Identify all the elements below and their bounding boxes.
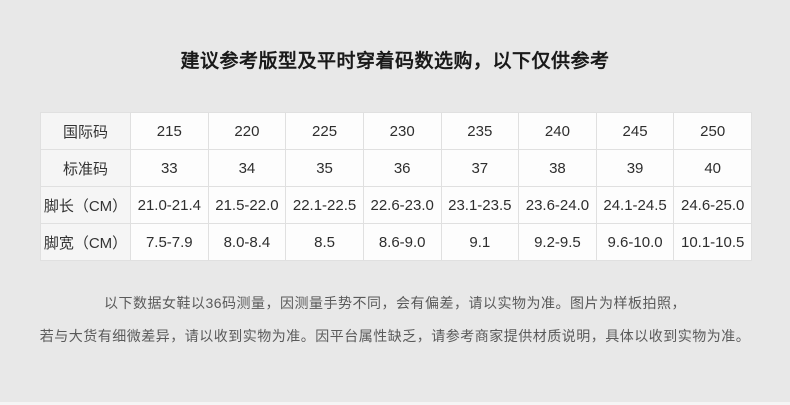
table-cell: 39 bbox=[596, 150, 674, 186]
table-cell: 34 bbox=[208, 150, 286, 186]
table-cell: 24.1-24.5 bbox=[596, 187, 674, 223]
footnote-line-2: 若与大货有细微差异，请以收到实物为准。因平台属性缺乏，请参考商家提供材质说明，具… bbox=[39, 328, 751, 344]
table-cell: 8.0-8.4 bbox=[208, 224, 286, 260]
table-cell: 245 bbox=[596, 113, 674, 149]
table-cell: 21.0-21.4 bbox=[131, 187, 208, 223]
table-cell: 8.6-9.0 bbox=[363, 224, 441, 260]
table-cell: 9.1 bbox=[441, 224, 519, 260]
table-cell: 215 bbox=[131, 113, 208, 149]
footnote-line-1: 以下数据女鞋以36码测量，因测量手势不同，会有偏差，请以实物为准。图片为样板拍照… bbox=[103, 295, 687, 311]
table-cell: 40 bbox=[674, 150, 751, 186]
row-label-foot-length: 脚长（CM） bbox=[41, 187, 130, 223]
row-label-standard-size: 标准码 bbox=[41, 150, 130, 186]
table-cell: 22.1-22.5 bbox=[286, 187, 363, 223]
table-cell: 9.6-10.0 bbox=[596, 224, 674, 260]
table-cell: 38 bbox=[519, 150, 596, 186]
table-cell: 36 bbox=[363, 150, 441, 186]
table-cell: 9.2-9.5 bbox=[519, 224, 596, 260]
table-cell: 23.1-23.5 bbox=[441, 187, 519, 223]
size-chart-table: 国际码 215 220 225 230 235 240 245 250 标准码 … bbox=[40, 112, 752, 261]
table-cell: 250 bbox=[674, 113, 751, 149]
table-cell: 37 bbox=[441, 150, 519, 186]
table-cell: 230 bbox=[363, 113, 441, 149]
table-cell: 23.6-24.0 bbox=[519, 187, 596, 223]
table-cell: 7.5-7.9 bbox=[131, 224, 208, 260]
table-cell: 225 bbox=[286, 113, 363, 149]
page-title: 建议参考版型及平时穿着码数选购，以下仅供参考 bbox=[180, 51, 610, 72]
table-cell: 10.1-10.5 bbox=[674, 224, 751, 260]
table-cell: 24.6-25.0 bbox=[674, 187, 751, 223]
bottom-divider bbox=[0, 402, 790, 405]
table-cell: 8.5 bbox=[286, 224, 363, 260]
row-label-foot-width: 脚宽（CM） bbox=[41, 224, 130, 260]
table-cell: 240 bbox=[519, 113, 596, 149]
table-cell: 220 bbox=[208, 113, 286, 149]
table-cell: 235 bbox=[441, 113, 519, 149]
disclaimer-footnote: 以下数据女鞋以36码测量，因测量手势不同，会有偏差，请以实物为准。图片为样板拍照… bbox=[0, 287, 790, 353]
row-label-international-size: 国际码 bbox=[41, 113, 130, 149]
table-cell: 35 bbox=[286, 150, 363, 186]
table-cell: 22.6-23.0 bbox=[363, 187, 441, 223]
table-cell: 21.5-22.0 bbox=[208, 187, 286, 223]
table-cell: 33 bbox=[131, 150, 208, 186]
